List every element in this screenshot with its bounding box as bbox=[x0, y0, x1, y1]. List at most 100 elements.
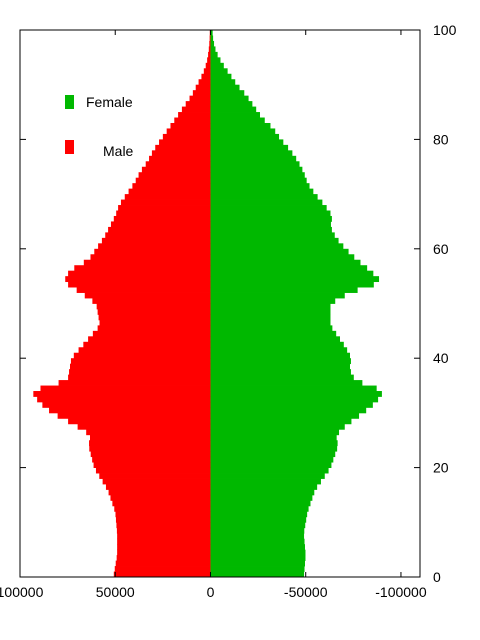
male-bar-age-91 bbox=[201, 73, 211, 80]
female-bar-age-54 bbox=[210, 276, 380, 283]
male-bar-age-42 bbox=[83, 341, 211, 348]
male-bar-age-2 bbox=[115, 560, 211, 567]
female-bar-age-84 bbox=[210, 112, 260, 118]
male-bar-age-10 bbox=[115, 516, 211, 523]
male-bar-age-8 bbox=[116, 527, 211, 534]
male-bar-age-20 bbox=[93, 462, 211, 468]
male-bar-age-14 bbox=[110, 494, 211, 501]
x-tick-label: -100000 bbox=[375, 584, 427, 600]
male-bar-age-51 bbox=[84, 292, 211, 299]
female-bar-age-90 bbox=[210, 79, 236, 86]
male-bar-age-98 bbox=[209, 35, 211, 42]
female-bar-age-17 bbox=[210, 478, 321, 485]
female-bar-age-70 bbox=[210, 188, 314, 195]
x-tick-label: -50000 bbox=[284, 584, 328, 600]
male-bar-age-65 bbox=[113, 215, 211, 222]
male-bar-age-0 bbox=[113, 571, 211, 578]
female-bar-age-62 bbox=[210, 232, 335, 239]
female-bar-age-51 bbox=[210, 292, 345, 299]
male-bar-age-57 bbox=[83, 259, 211, 266]
male-bar-age-44 bbox=[92, 330, 211, 337]
female-bar-age-88 bbox=[210, 90, 245, 97]
female-bar-age-56 bbox=[210, 265, 368, 272]
female-bar-age-15 bbox=[210, 489, 315, 496]
female-bar-age-16 bbox=[210, 484, 318, 490]
male-bar-age-56 bbox=[74, 265, 211, 272]
female-bar-age-3 bbox=[210, 555, 306, 561]
female-bar-age-49 bbox=[210, 303, 331, 310]
male-bar-age-33 bbox=[33, 391, 211, 397]
male-bar-age-67 bbox=[118, 205, 211, 211]
male-bar-age-93 bbox=[205, 62, 211, 69]
female-bar-age-67 bbox=[210, 205, 327, 211]
female-bar-age-11 bbox=[210, 511, 308, 518]
male-bar-age-9 bbox=[116, 522, 211, 529]
male-bar-age-17 bbox=[102, 478, 211, 485]
y-tick-label: 40 bbox=[433, 350, 449, 366]
male-bar-age-68 bbox=[120, 199, 211, 206]
female-bar-age-99 bbox=[210, 30, 213, 36]
female-bar-age-13 bbox=[210, 500, 311, 507]
female-bar-age-92 bbox=[210, 68, 228, 75]
female-bar-age-6 bbox=[210, 538, 305, 545]
female-bar-age-79 bbox=[210, 139, 284, 146]
male-bar-age-47 bbox=[98, 314, 211, 321]
male-bar-age-6 bbox=[117, 538, 211, 545]
male-bar-age-83 bbox=[174, 117, 211, 124]
plot-bars bbox=[33, 30, 382, 578]
female-bar-age-58 bbox=[210, 254, 355, 261]
female-bar-age-59 bbox=[210, 248, 349, 255]
female-bar-age-14 bbox=[210, 494, 313, 501]
male-bar-age-19 bbox=[95, 467, 211, 474]
male-bar-age-34 bbox=[40, 385, 211, 392]
female-bar-age-43 bbox=[210, 336, 340, 343]
female-bar-age-98 bbox=[210, 35, 214, 42]
female-bar-age-87 bbox=[210, 95, 249, 102]
male-bar-age-39 bbox=[70, 358, 211, 365]
male-bar-age-18 bbox=[99, 473, 211, 479]
male-bar-age-59 bbox=[94, 248, 211, 255]
male-bar-age-76 bbox=[149, 155, 211, 162]
male-bar-age-43 bbox=[88, 336, 211, 343]
male-bar-age-36 bbox=[68, 374, 211, 381]
y-tick-label: 20 bbox=[433, 460, 449, 476]
female-bar-age-74 bbox=[210, 166, 303, 173]
female-bar-age-81 bbox=[210, 128, 276, 135]
male-bar-age-32 bbox=[37, 396, 211, 403]
male-bar-age-37 bbox=[69, 369, 211, 376]
female-bar-age-68 bbox=[210, 199, 323, 206]
female-bar-age-80 bbox=[210, 133, 280, 140]
male-bar-age-38 bbox=[70, 363, 211, 370]
male-bar-age-12 bbox=[114, 505, 211, 512]
male-bar-age-63 bbox=[108, 226, 211, 233]
female-bar-age-69 bbox=[210, 194, 318, 200]
female-bar-age-64 bbox=[210, 221, 331, 228]
female-bar-age-20 bbox=[210, 462, 332, 468]
female-bar-age-52 bbox=[210, 287, 358, 293]
male-bar-age-21 bbox=[92, 456, 211, 463]
male-bar-age-23 bbox=[89, 445, 211, 452]
male-bar-age-88 bbox=[192, 90, 211, 97]
male-bar-age-3 bbox=[116, 555, 211, 561]
x-tick-label: 0 bbox=[207, 584, 215, 600]
male-bar-age-73 bbox=[138, 172, 211, 179]
male-bar-age-15 bbox=[108, 489, 211, 496]
male-bar-age-82 bbox=[170, 122, 211, 129]
female-bar-age-9 bbox=[210, 522, 306, 529]
male-bar-age-46 bbox=[99, 319, 211, 326]
male-bar-age-25 bbox=[90, 434, 211, 441]
y-tick-label: 100 bbox=[433, 22, 457, 38]
legend-swatch-male bbox=[65, 140, 74, 154]
female-bar-age-82 bbox=[210, 122, 271, 129]
female-bar-age-4 bbox=[210, 549, 306, 556]
female-bar-age-35 bbox=[210, 380, 363, 386]
female-bar-age-30 bbox=[210, 407, 367, 414]
series-female bbox=[210, 30, 382, 578]
female-bar-age-33 bbox=[210, 391, 382, 397]
female-bar-age-25 bbox=[210, 434, 337, 441]
female-bar-age-2 bbox=[210, 560, 305, 567]
female-bar-age-44 bbox=[210, 330, 337, 337]
plot-frame bbox=[19, 29, 421, 578]
male-bar-age-69 bbox=[124, 194, 211, 200]
y-tick-label: 0 bbox=[433, 569, 441, 585]
